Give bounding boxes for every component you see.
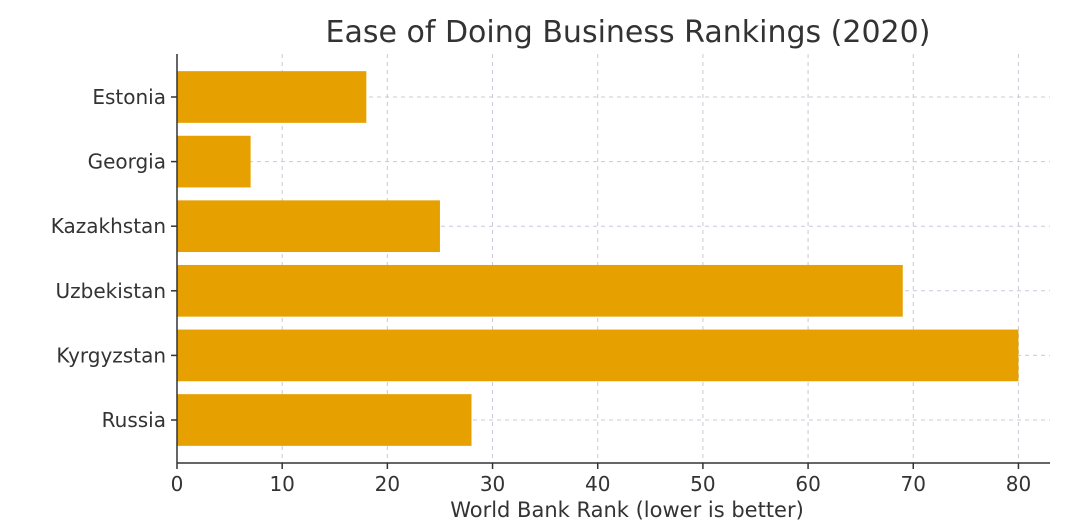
bar-uzbekistan xyxy=(177,264,903,317)
bar-kyrgyzstan xyxy=(177,329,1019,382)
x-tick-label: 30 xyxy=(480,472,505,496)
y-tick-label-kazakhstan: Kazakhstan xyxy=(51,214,166,238)
axes xyxy=(176,54,1050,464)
x-tick-label: 50 xyxy=(690,472,715,496)
x-tick-label: 60 xyxy=(795,472,820,496)
bar-estonia xyxy=(177,71,367,123)
bar-russia xyxy=(177,394,472,446)
x-tick-label: 0 xyxy=(171,472,184,496)
x-tick-label: 20 xyxy=(375,472,400,496)
y-tick-label-georgia: Georgia xyxy=(88,150,166,174)
bar-kazakhstan xyxy=(177,200,440,253)
y-tick-label-russia: Russia xyxy=(102,408,166,432)
y-tick-label-estonia: Estonia xyxy=(92,85,166,109)
x-axis-label: World Bank Rank (lower is better) xyxy=(450,498,804,521)
x-tick-label: 70 xyxy=(901,472,926,496)
x-tick-labels: 0 10 20 30 40 50 60 70 80 xyxy=(171,463,1031,496)
x-tick-label: 10 xyxy=(269,472,294,496)
x-tick-label: 80 xyxy=(1006,472,1031,496)
x-tick-label: 40 xyxy=(585,472,610,496)
bar-georgia xyxy=(177,135,251,188)
chart-title: Ease of Doing Business Rankings (2020) xyxy=(326,15,931,50)
y-tick-label-kyrgyzstan: Kyrgyzstan xyxy=(56,343,166,367)
y-tick-label-uzbekistan: Uzbekistan xyxy=(56,279,166,303)
y-tick-labels: Estonia Georgia Kazakhstan Uzbekistan Kyrgyz… xyxy=(51,85,177,432)
bars xyxy=(177,71,1019,446)
